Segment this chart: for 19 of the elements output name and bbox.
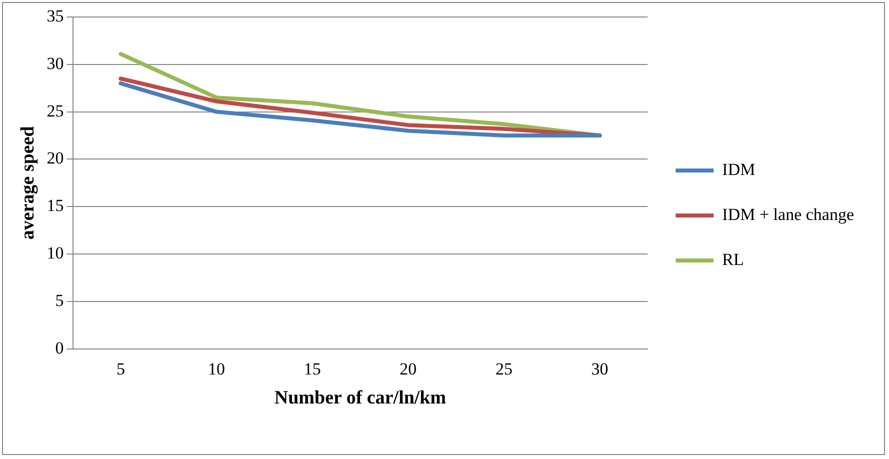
x-tick-label: 30	[591, 359, 608, 378]
x-tick-label: 20	[400, 359, 417, 378]
x-tick-label: 5	[116, 359, 125, 378]
y-axis-title: average speed	[17, 126, 38, 240]
y-tick-label: 15	[46, 196, 64, 216]
y-tick-label: 30	[46, 54, 64, 73]
x-tick-label: 25	[495, 359, 512, 378]
y-tick-label: 5	[55, 290, 64, 310]
y-tick-label: 20	[46, 148, 64, 168]
y-tick-label: 35	[46, 6, 64, 26]
legend-label: RL	[722, 250, 744, 269]
x-tick-label: 15	[304, 359, 321, 378]
y-tick-label: 25	[46, 101, 64, 120]
legend-label: IDM	[722, 160, 756, 179]
x-axis-title: Number of car/ln/km	[274, 388, 446, 409]
y-tick-label: 10	[46, 243, 64, 262]
x-tick-label: 10	[208, 359, 226, 378]
y-tick-label: 0	[55, 338, 64, 358]
legend-label: IDM + lane change	[722, 204, 854, 224]
